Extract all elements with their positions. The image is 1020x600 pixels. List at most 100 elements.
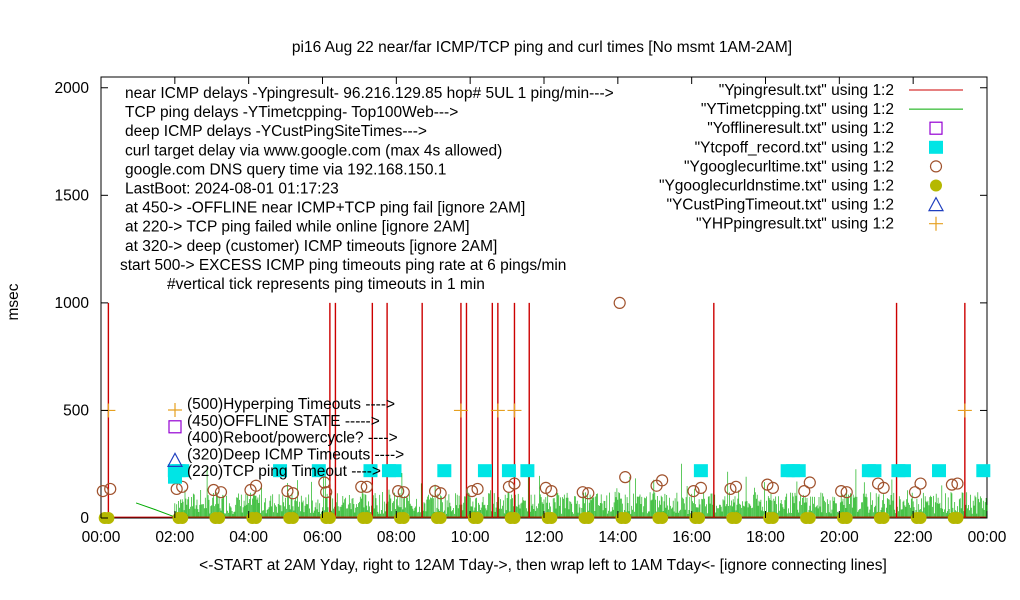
curl-time-point-29 [656, 474, 669, 487]
info-line-7: at 220-> TCP ping failed while online [i… [125, 219, 470, 236]
legend-label-4: "Ygooglecurltime.txt" using 1:2 [684, 158, 894, 175]
curl-time-point-15 [397, 486, 410, 499]
dns-time-point-7 [250, 512, 263, 524]
curl-time-point-38 [835, 485, 848, 498]
x-tick-label-4: 08:00 [377, 529, 416, 546]
dns-time-point-17 [434, 512, 447, 524]
curl-time-point-37 [803, 476, 816, 489]
curl-time-point-9 [286, 487, 300, 500]
curl-time-point-31 [694, 481, 707, 494]
dns-time-point-25 [582, 512, 595, 524]
dns-time-point-43 [914, 512, 927, 524]
hyperping-point-4 [957, 403, 972, 418]
curl-time-point-18 [465, 485, 479, 498]
key-label-0: (500)Hyperping Timeouts ----> [187, 396, 395, 413]
key-label-4: (220)TCP ping Timeout ----> [187, 463, 381, 480]
curl-time-point-4 [207, 483, 220, 497]
info-line-9: start 500-> EXCESS ICMP ping timeouts pi… [120, 257, 566, 274]
tcp-ping-connecting-line-0 [135, 502, 176, 518]
x-tick-label-3: 06:00 [303, 529, 342, 546]
x-tick-label-0: 00:00 [82, 529, 121, 546]
curl-time-point-25 [582, 487, 595, 500]
x-tick-label-2: 04:00 [229, 529, 268, 546]
dns-time-point-37 [803, 512, 816, 524]
legend-label-5: "Ygooglecurldnstime.txt" using 1:2 [659, 178, 894, 195]
x-tick-label-12: 00:00 [968, 529, 1007, 546]
dns-time-point-45 [951, 512, 964, 524]
dns-time-point-29 [656, 512, 669, 524]
curl-time-point-5 [214, 486, 228, 499]
legend-sample-7 [929, 216, 943, 231]
y-tick-label-0: 0 [80, 510, 89, 527]
info-line-0: near ICMP delays -Ypingresult- 96.216.12… [125, 85, 614, 102]
info-line-8: at 320-> deep (customer) ICMP timeouts [… [125, 238, 497, 255]
curl-time-point-12 [355, 480, 368, 493]
key-marker-0 [168, 403, 182, 417]
dns-time-point-9 [286, 512, 299, 524]
curl-time-point-39 [840, 486, 853, 499]
chart-title: pi16 Aug 22 near/far ICMP/TCP ping and c… [292, 39, 792, 56]
legend-label-1: "YTimetcpping.txt" using 1:2 [701, 101, 894, 118]
dns-time-point-27 [619, 512, 632, 524]
legend-label-7: "YHPpingresult.txt" using 1:2 [696, 216, 894, 233]
x-tick-label-11: 22:00 [894, 529, 933, 546]
dns-time-point-23 [545, 512, 558, 524]
info-line-6: at 450-> -OFFLINE near ICMP+TCP ping fai… [125, 200, 525, 217]
x-tick-label-5: 10:00 [451, 529, 490, 546]
curl-time-point-45 [951, 477, 964, 490]
curl-time-point-8 [281, 485, 294, 498]
curl-time-point-23 [545, 485, 558, 498]
legend-label-3: "Ytcpoff_record.txt" using 1:2 [695, 139, 894, 156]
curl-time-point-0 [96, 485, 109, 498]
dns-time-point-1 [102, 512, 115, 524]
legend: "Ypingresult.txt" using 1:2 "YTimetcpping… [659, 82, 963, 233]
curl-time-point-10 [318, 476, 331, 489]
y-tick-label-1: 500 [63, 402, 89, 419]
curl-time-point-26 [613, 296, 626, 309]
info-line-10: #vertical tick represents ping timeouts … [167, 276, 485, 293]
x-axis-label: <-START at 2AM Yday, right to 12AM Tday-… [199, 557, 887, 574]
curl-time-point-24 [576, 486, 589, 499]
legend-sample-6 [927, 196, 945, 212]
tcp-off-point-5 [363, 464, 378, 478]
x-tick-label-1: 02:00 [155, 529, 194, 546]
curl-time-point-21 [508, 477, 521, 490]
y-tick-label-3: 1500 [55, 187, 90, 204]
curl-time-point-17 [434, 487, 447, 500]
tcp-off-point-11 [520, 464, 535, 478]
curl-time-point-13 [360, 480, 373, 493]
dns-time-point-11 [323, 512, 336, 524]
curl-time-point-7 [249, 479, 263, 492]
x-tick-label-6: 12:00 [525, 529, 564, 546]
curl-time-point-3 [176, 480, 189, 493]
key-label-1: (450)OFFLINE STATE -----> [187, 413, 380, 430]
curl-time-point-41 [877, 481, 890, 494]
dns-time-point-3 [176, 512, 189, 524]
curl-time-point-32 [724, 482, 737, 496]
key-label-2: (400)Reboot/powercycle? ----> [187, 430, 398, 447]
tcp-off-point-4 [311, 464, 326, 478]
tcp-off-point-3 [273, 464, 288, 478]
info-text-block: near ICMP delays -Ypingresult- 96.216.12… [120, 85, 614, 293]
curl-time-point-1 [104, 482, 117, 496]
curl-time-point-30 [687, 485, 700, 498]
dns-time-point-15 [397, 512, 410, 524]
curl-time-point-44 [945, 478, 959, 491]
key-marker-1 [168, 420, 182, 434]
y-axis-label: msec [5, 283, 22, 320]
tcp-off-point-9 [477, 464, 492, 478]
tcp-off-point-12 [693, 464, 708, 478]
info-line-4: google.com DNS query time via 192.168.15… [125, 161, 446, 178]
info-line-3: curl target delay via www.google.com (ma… [125, 142, 502, 159]
hyperping-point-3 [507, 403, 522, 418]
y-tick-label-2: 1000 [55, 295, 90, 312]
curl-time-point-33 [729, 480, 743, 493]
curl-time-point-42 [908, 486, 922, 499]
dns-time-point-39 [840, 512, 853, 524]
curl-time-point-35 [766, 481, 779, 494]
info-line-2: deep ICMP delays -YCustPingSiteTimes---> [125, 123, 427, 140]
tcp-off-point-15 [791, 464, 806, 478]
hyperping-point-1 [453, 403, 468, 418]
tcp-off-point-8 [437, 464, 452, 478]
